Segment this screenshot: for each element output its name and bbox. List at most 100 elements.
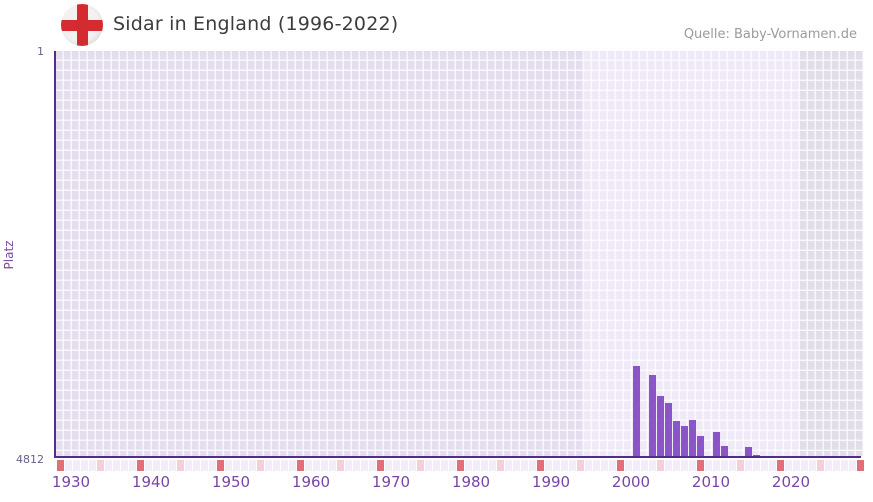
strip-cell-1981: [464, 460, 472, 471]
strip-cell-1997: [592, 460, 600, 471]
strip-cell-1993: [560, 460, 568, 471]
england-flag-icon: [61, 4, 103, 46]
strip-cell-1990: [536, 460, 544, 471]
strip-cell-1971: [384, 460, 392, 471]
strip-cell-1984: [488, 460, 496, 471]
strip-cell-1933: [80, 460, 88, 471]
strip-cell-1967: [352, 460, 360, 471]
y-tick-bottom: 4812: [16, 453, 44, 466]
x-tick-1970: 1970: [371, 473, 411, 491]
strip-cell-2021: [784, 460, 792, 471]
strip-cell-2001: [624, 460, 632, 471]
strip-cell-1945: [176, 460, 184, 471]
x-tick-1940: 1940: [131, 473, 171, 491]
strip-cell-2028: [840, 460, 848, 471]
strip-cell-1999: [608, 460, 616, 471]
strip-cell-1943: [160, 460, 168, 471]
strip-cell-1940: [136, 460, 144, 471]
timeline-strip: [56, 460, 864, 471]
strip-cell-2016: [744, 460, 752, 471]
strip-cell-1985: [496, 460, 504, 471]
strip-cell-1978: [440, 460, 448, 471]
bar-2013[interactable]: [720, 446, 728, 456]
strip-cell-1986: [504, 460, 512, 471]
strip-cell-1936: [104, 460, 112, 471]
strip-cell-2004: [648, 460, 656, 471]
strip-cell-2007: [672, 460, 680, 471]
strip-cell-1950: [216, 460, 224, 471]
strip-cell-1946: [184, 460, 192, 471]
strip-cell-1964: [328, 460, 336, 471]
x-axis-tick-labels: 1930 1940 1950 1960 1970 1980 1990 2000 2010 2020: [52, 473, 863, 493]
bar-2012[interactable]: [712, 432, 720, 456]
bar-2008[interactable]: [680, 426, 688, 456]
strip-cell-1951: [224, 460, 232, 471]
bar-2016[interactable]: [744, 447, 752, 456]
bar-2017[interactable]: [752, 454, 760, 456]
strip-cell-2012: [712, 460, 720, 471]
strip-cell-2019: [768, 460, 776, 471]
strip-cell-1995: [576, 460, 584, 471]
strip-cell-2014: [728, 460, 736, 471]
strip-cell-1949: [208, 460, 216, 471]
strip-cell-1948: [200, 460, 208, 471]
strip-cell-2027: [832, 460, 840, 471]
grid-region-past: [56, 51, 584, 456]
source-credit: Quelle: Baby-Vornamen.de: [683, 27, 857, 42]
bar-2004[interactable]: [648, 374, 656, 456]
strip-cell-2011: [704, 460, 712, 471]
flag-cross-horizontal: [61, 19, 103, 31]
strip-cell-2029: [848, 460, 856, 471]
x-tick-1930: 1930: [51, 473, 91, 491]
strip-cell-1976: [424, 460, 432, 471]
grid-region-highlight: [584, 51, 800, 456]
x-tick-1950: 1950: [211, 473, 251, 491]
strip-cell-1931: [64, 460, 72, 471]
bar-2010[interactable]: [696, 435, 704, 456]
strip-cell-2009: [688, 460, 696, 471]
x-tick-1960: 1960: [291, 473, 331, 491]
strip-cell-1938: [120, 460, 128, 471]
bar-2002[interactable]: [632, 366, 640, 456]
strip-cell-2026: [824, 460, 832, 471]
bar-2006[interactable]: [664, 403, 672, 456]
y-axis-label: Platz: [2, 240, 16, 270]
grid-region-future: [800, 51, 863, 456]
strip-cell-1954: [248, 460, 256, 471]
x-tick-1990: 1990: [531, 473, 571, 491]
strip-cell-2024: [808, 460, 816, 471]
strip-cell-1955: [256, 460, 264, 471]
bar-2005[interactable]: [656, 395, 664, 456]
strip-cell-1941: [144, 460, 152, 471]
strip-cell-1980: [456, 460, 464, 471]
strip-cell-1970: [376, 460, 384, 471]
strip-cell-1983: [480, 460, 488, 471]
plot-area: [54, 51, 863, 458]
strip-cell-2022: [792, 460, 800, 471]
strip-cell-1953: [240, 460, 248, 471]
strip-cell-1988: [520, 460, 528, 471]
y-tick-top: 1: [37, 45, 44, 58]
strip-cell-2023: [800, 460, 808, 471]
strip-cell-2013: [720, 460, 728, 471]
strip-cell-1939: [128, 460, 136, 471]
strip-cell-1994: [568, 460, 576, 471]
strip-cell-1960: [296, 460, 304, 471]
strip-cell-1975: [416, 460, 424, 471]
strip-cell-1932: [72, 460, 80, 471]
strip-cell-1930: [56, 460, 64, 471]
strip-cell-2030: [856, 460, 864, 471]
strip-cell-1937: [112, 460, 120, 471]
bar-2007[interactable]: [672, 421, 680, 456]
x-tick-2000: 2000: [611, 473, 651, 491]
strip-cell-2015: [736, 460, 744, 471]
strip-cell-2003: [640, 460, 648, 471]
strip-cell-2008: [680, 460, 688, 471]
strip-cell-1966: [344, 460, 352, 471]
strip-cell-1935: [96, 460, 104, 471]
strip-cell-1987: [512, 460, 520, 471]
bar-2009[interactable]: [688, 419, 696, 456]
strip-cell-1991: [544, 460, 552, 471]
strip-cell-1962: [312, 460, 320, 471]
